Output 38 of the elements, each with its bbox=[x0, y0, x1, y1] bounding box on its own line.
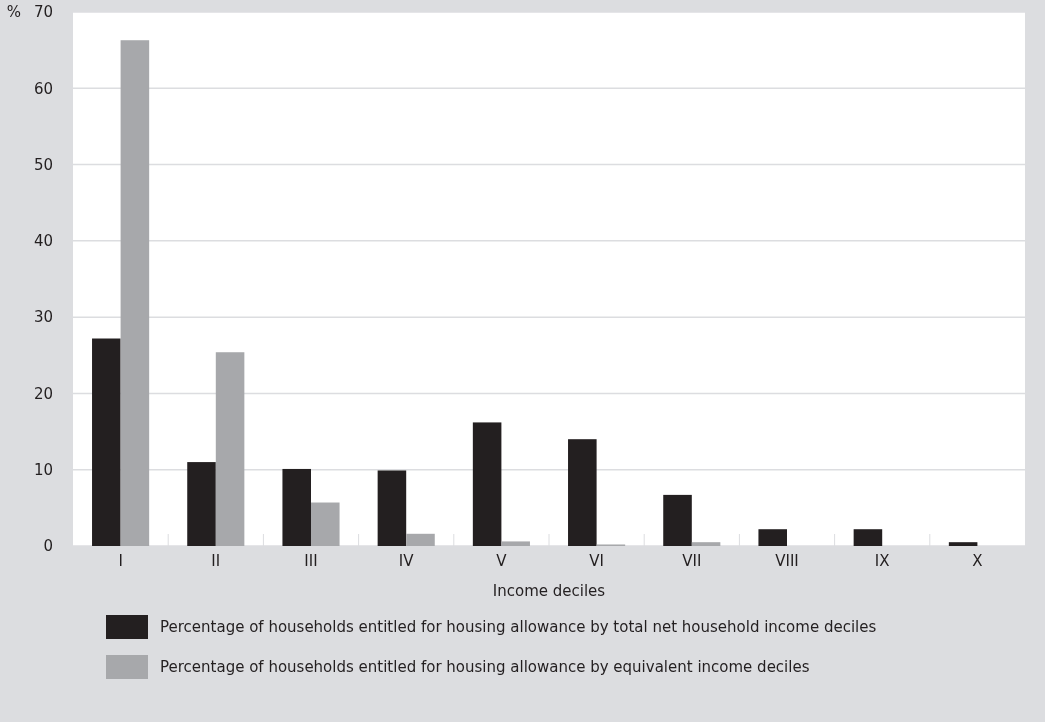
y-tick-label: 30 bbox=[33, 308, 53, 327]
bar bbox=[501, 541, 530, 546]
x-tick-label: VI bbox=[589, 552, 604, 570]
bar bbox=[663, 494, 692, 546]
x-tick-label: VIII bbox=[775, 552, 799, 570]
bar bbox=[215, 352, 245, 546]
bar bbox=[472, 422, 502, 546]
bar bbox=[282, 468, 311, 546]
x-axis-title: Income deciles bbox=[492, 582, 606, 600]
y-tick-label: 0 bbox=[43, 537, 53, 556]
x-tick-label: IV bbox=[398, 552, 415, 570]
bar bbox=[948, 542, 978, 546]
y-tick-label: 70 bbox=[33, 3, 53, 22]
x-tick-label: II bbox=[211, 552, 221, 570]
y-tick-label: 50 bbox=[33, 155, 53, 174]
bar bbox=[311, 502, 340, 546]
legend-label: Percentage of households entitled for housing allowance by equivalent income deciles bbox=[160, 658, 810, 677]
bar bbox=[758, 529, 787, 546]
y-axis-title: % bbox=[6, 3, 22, 22]
bar bbox=[120, 40, 150, 546]
bar bbox=[691, 542, 721, 546]
bar bbox=[406, 533, 435, 546]
x-tick-label: I bbox=[118, 552, 123, 570]
x-tick-label: IX bbox=[874, 552, 890, 570]
x-tick-label: VII bbox=[682, 552, 702, 570]
bar bbox=[92, 338, 121, 546]
bar bbox=[568, 439, 597, 546]
y-tick-label: 10 bbox=[33, 460, 53, 479]
x-tick-label: III bbox=[304, 552, 318, 570]
bar bbox=[853, 529, 883, 546]
bar bbox=[377, 470, 407, 546]
legend-label: Percentage of households entitled for housing allowance by total net household income deciles bbox=[160, 618, 877, 637]
x-tick-label: X bbox=[972, 552, 983, 570]
y-tick-label: 60 bbox=[33, 79, 53, 98]
bar bbox=[187, 462, 216, 546]
y-tick-label: 40 bbox=[33, 232, 53, 251]
y-tick-label: 20 bbox=[33, 384, 53, 403]
x-tick-label: V bbox=[496, 552, 508, 570]
